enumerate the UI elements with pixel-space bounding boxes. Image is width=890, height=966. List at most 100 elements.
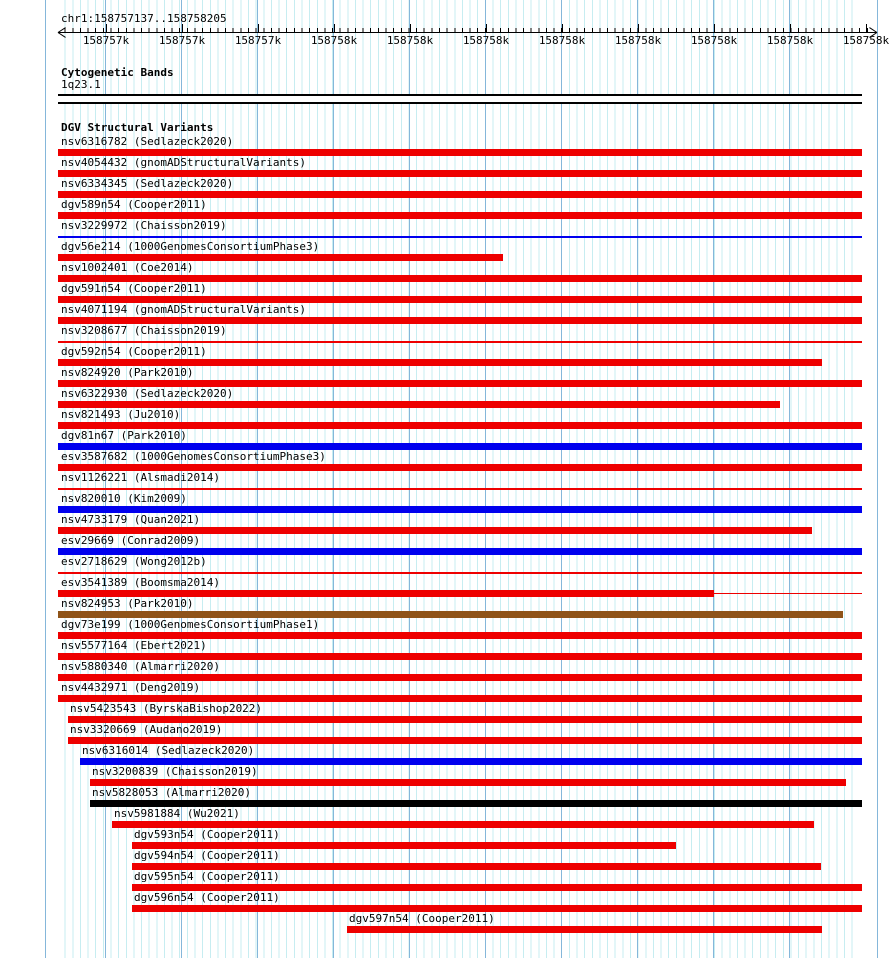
variant-bar[interactable]: [58, 236, 862, 238]
variant-label[interactable]: nsv1002401 (Coe2014): [61, 261, 194, 274]
variant-bar[interactable]: [58, 341, 862, 343]
variant-label[interactable]: nsv3320669 (Audano2019): [70, 723, 223, 736]
variant-label[interactable]: nsv5981884 (Wu2021): [114, 807, 240, 820]
variant-label[interactable]: nsv6322930 (Sedlazeck2020): [61, 387, 234, 400]
cytoband-track-title: Cytogenetic Bands: [61, 66, 174, 79]
variant-bar[interactable]: [58, 653, 862, 660]
variant-label[interactable]: dgv592n54 (Cooper2011): [61, 345, 207, 358]
variant-bar[interactable]: [112, 821, 814, 828]
ruler-major-tick: [182, 24, 183, 32]
ruler-tick-label: 158757k: [82, 34, 130, 47]
variant-label[interactable]: dgv73e199 (1000GenomesConsortiumPhase1): [61, 618, 320, 631]
variant-bar[interactable]: [58, 254, 503, 261]
variant-bar[interactable]: [132, 842, 676, 849]
variant-bar[interactable]: [58, 380, 862, 387]
variant-label[interactable]: nsv4071194 (gnomADStructuralVariants): [61, 303, 307, 316]
ruler-tick-label: 158758k: [766, 34, 814, 47]
variant-label[interactable]: dgv591n54 (Cooper2011): [61, 282, 207, 295]
variant-bar[interactable]: [58, 317, 862, 324]
ruler-major-tick: [562, 24, 563, 32]
variant-label[interactable]: nsv5423543 (ByrskaBishop2022): [70, 702, 263, 715]
variant-label[interactable]: nsv3200839 (Chaisson2019): [92, 765, 258, 778]
variant-label[interactable]: dgv589n54 (Cooper2011): [61, 198, 207, 211]
variant-label[interactable]: nsv6334345 (Sedlazeck2020): [61, 177, 234, 190]
variant-label[interactable]: nsv3208677 (Chaisson2019): [61, 324, 227, 337]
ruler-tick-label: 158758k: [842, 34, 890, 47]
variant-label[interactable]: nsv824920 (Park2010): [61, 366, 194, 379]
variant-label[interactable]: dgv595n54 (Cooper2011): [134, 870, 280, 883]
variant-bar[interactable]: [58, 695, 862, 702]
ruler-major-tick: [106, 24, 107, 32]
variant-bar[interactable]: [58, 443, 862, 450]
variant-bar[interactable]: [58, 506, 862, 513]
ruler-axis-line: [58, 32, 877, 33]
dgv-track-title: DGV Structural Variants: [61, 121, 214, 134]
variant-bar[interactable]: [90, 800, 862, 807]
ruler-minor-ticks: [58, 28, 870, 32]
variant-bar[interactable]: [58, 548, 862, 555]
variant-bar[interactable]: [68, 716, 862, 723]
variant-label[interactable]: dgv56e214 (1000GenomesConsortiumPhase3): [61, 240, 320, 253]
variant-bar[interactable]: [132, 863, 821, 870]
variant-label[interactable]: esv29669 (Conrad2009): [61, 534, 201, 547]
variant-label[interactable]: esv3587682 (1000GenomesConsortiumPhase3): [61, 450, 326, 463]
variant-label[interactable]: nsv1126221 (Alsmadi2014): [61, 471, 220, 484]
variant-bar[interactable]: [58, 632, 862, 639]
variant-bar[interactable]: [132, 905, 862, 912]
ruler-tick-label: 158758k: [538, 34, 586, 47]
variant-bar[interactable]: [58, 170, 862, 177]
variant-bar[interactable]: [58, 149, 862, 156]
ruler-tick-label: 158758k: [386, 34, 434, 47]
variant-bar[interactable]: [58, 191, 862, 198]
variant-bar[interactable]: [90, 779, 846, 786]
variant-bar[interactable]: [58, 296, 862, 303]
variant-bar[interactable]: [58, 275, 862, 282]
variant-label[interactable]: esv3541389 (Boomsma2014): [61, 576, 220, 589]
variant-bar[interactable]: [58, 611, 843, 618]
variant-label[interactable]: dgv594n54 (Cooper2011): [134, 849, 280, 862]
variant-label[interactable]: dgv596n54 (Cooper2011): [134, 891, 280, 904]
variant-label[interactable]: nsv5828053 (Almarri2020): [92, 786, 251, 799]
ruler-major-tick: [866, 24, 867, 32]
variant-extent-line[interactable]: [714, 593, 862, 594]
variant-label[interactable]: esv2718629 (Wong2012b): [61, 555, 207, 568]
variant-label[interactable]: nsv3229972 (Chaisson2019): [61, 219, 227, 232]
variant-bar[interactable]: [68, 737, 862, 744]
variant-label[interactable]: nsv4432971 (Deng2019): [61, 681, 201, 694]
cytoband-glyph[interactable]: [58, 94, 862, 104]
variant-label[interactable]: dgv81n67 (Park2010): [61, 429, 187, 442]
variant-bar[interactable]: [58, 590, 714, 597]
ruler-major-tick: [410, 24, 411, 32]
variant-label[interactable]: nsv5880340 (Almarri2020): [61, 660, 220, 673]
variant-label[interactable]: nsv824953 (Park2010): [61, 597, 194, 610]
variant-label[interactable]: nsv5577164 (Ebert2021): [61, 639, 207, 652]
variant-bar[interactable]: [58, 212, 862, 219]
variant-label[interactable]: nsv4054432 (gnomADStructuralVariants): [61, 156, 307, 169]
variant-bar[interactable]: [80, 758, 862, 765]
variant-label[interactable]: nsv6316782 (Sedlazeck2020): [61, 135, 234, 148]
variant-bar[interactable]: [347, 926, 822, 933]
variant-label[interactable]: nsv820010 (Kim2009): [61, 492, 187, 505]
ruler-major-tick: [486, 24, 487, 32]
variant-label[interactable]: nsv4733179 (Quan2021): [61, 513, 201, 526]
variant-bar[interactable]: [132, 884, 862, 891]
variant-label[interactable]: nsv821493 (Ju2010): [61, 408, 181, 421]
variant-bar[interactable]: [58, 464, 862, 471]
cytoband-name: 1q23.1: [61, 78, 101, 91]
variant-label[interactable]: dgv593n54 (Cooper2011): [134, 828, 280, 841]
variant-bar[interactable]: [58, 674, 862, 681]
variant-bar[interactable]: [58, 488, 862, 490]
variant-bar[interactable]: [58, 401, 780, 408]
ruler-major-tick: [638, 24, 639, 32]
panel-right-gridline: [877, 0, 878, 958]
panel-left-gridline: [45, 0, 46, 958]
variant-label[interactable]: dgv597n54 (Cooper2011): [349, 912, 495, 925]
variant-bar[interactable]: [58, 422, 862, 429]
variant-bar[interactable]: [58, 527, 812, 534]
ruler-tick-label: 158758k: [462, 34, 510, 47]
variant-label[interactable]: nsv6316014 (Sedlazeck2020): [82, 744, 255, 757]
variant-bar[interactable]: [58, 572, 862, 574]
ruler-major-tick: [714, 24, 715, 32]
variant-bar[interactable]: [58, 359, 822, 366]
